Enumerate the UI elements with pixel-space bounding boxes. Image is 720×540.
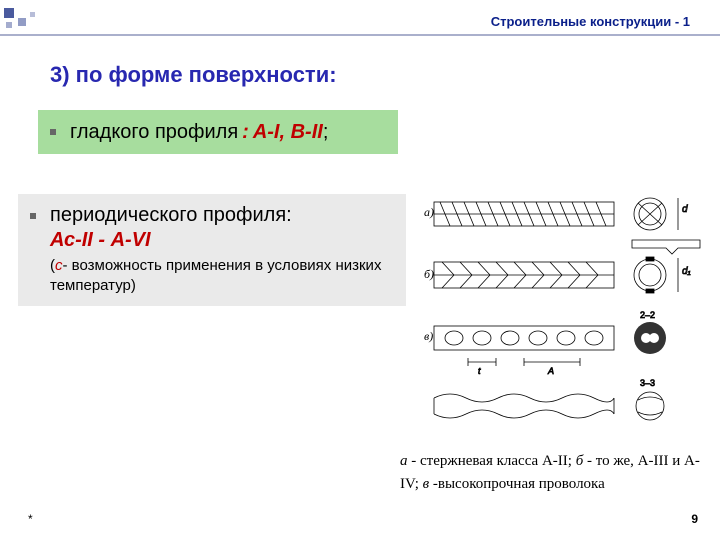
- note-rest: - возможность применения в условиях низк…: [50, 257, 381, 294]
- bullet-icon: [50, 129, 56, 135]
- caption-a: а: [400, 453, 408, 469]
- svg-text:d₁: d₁: [682, 266, 691, 277]
- svg-text:б): б): [424, 267, 434, 281]
- caption-text3: -высокопрочная проволока: [429, 476, 605, 492]
- smooth-profile-colon: :: [242, 121, 249, 144]
- svg-text:A: A: [547, 366, 554, 376]
- note-c-letter: с: [55, 257, 63, 274]
- periodic-profile-block: периодического профиля: Ас-II - А-VI (с-…: [18, 194, 406, 306]
- rebar-diagram: а) d б): [420, 190, 710, 440]
- periodic-profile-label: периодического профиля:: [50, 204, 292, 227]
- header-underline: [0, 34, 720, 36]
- svg-text:а): а): [424, 205, 434, 219]
- page-number: 9: [691, 512, 698, 526]
- svg-text:d: d: [682, 204, 688, 215]
- smooth-profile-semicolon: ;: [323, 121, 329, 144]
- periodic-profile-classes: Ас-II - А-VI: [50, 229, 394, 252]
- caption-text1: - стержневая класса А-II;: [408, 453, 576, 469]
- diagram-caption: а - стержневая класса А-II; б - то же, А…: [400, 450, 705, 495]
- bullet-icon: [30, 213, 36, 219]
- periodic-line1: периодического профиля:: [30, 204, 394, 227]
- periodic-profile-note: (с- возможность применения в условиях ни…: [50, 256, 394, 297]
- smooth-profile-block: гладкого профиля : А-I, В-II ;: [38, 110, 398, 154]
- svg-text:2–2: 2–2: [640, 310, 655, 320]
- header-title: Строительные конструкции - 1: [491, 14, 690, 29]
- svg-text:в): в): [424, 329, 433, 343]
- section-title: 3) по форме поверхности:: [50, 62, 337, 88]
- svg-text:3–3: 3–3: [640, 378, 655, 388]
- smooth-profile-classes: А-I, В-II: [253, 121, 323, 144]
- footnote-asterisk: *: [28, 512, 33, 526]
- smooth-profile-label: гладкого профиля: [70, 121, 238, 144]
